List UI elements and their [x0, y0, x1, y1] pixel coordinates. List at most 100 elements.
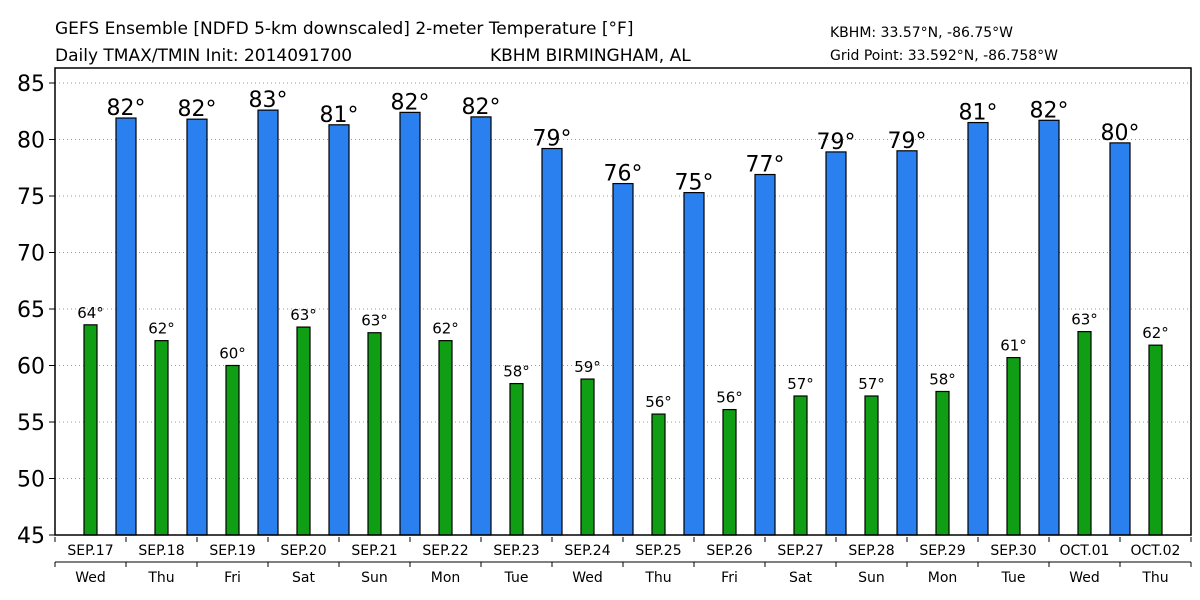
tmax-bar	[541, 147, 563, 536]
tmax-bar	[115, 117, 137, 536]
tmax-label: 81°	[959, 101, 998, 126]
tmax-label: 82°	[107, 96, 146, 121]
tmin-bar	[509, 382, 524, 536]
tmin-label: 57°	[787, 375, 814, 393]
x-date-label: SEP.23	[493, 543, 539, 559]
x-date-label: SEP.26	[706, 543, 752, 559]
x-weekday-label: Fri	[224, 570, 241, 586]
tmin-bar	[793, 395, 808, 536]
x-date-label: SEP.30	[990, 543, 1036, 559]
tmin-label: 63°	[290, 306, 317, 324]
tmin-label: 56°	[645, 393, 672, 411]
x-date-label: SEP.22	[422, 543, 468, 559]
x-weekday-label: Sat	[789, 570, 812, 586]
tmin-bar	[580, 378, 595, 536]
tmin-label: 61°	[1000, 337, 1027, 355]
x-date-label: SEP.29	[919, 543, 965, 559]
x-date-label: SEP.25	[635, 543, 681, 559]
x-weekday-label: Tue	[504, 570, 529, 586]
y-tick-label: 50	[17, 468, 45, 493]
tmax-label: 81°	[320, 103, 359, 128]
x-date-label: OCT.01	[1060, 543, 1110, 559]
tmin-bar	[296, 326, 311, 536]
tmin-bar	[651, 413, 666, 536]
y-tick-label: 70	[17, 242, 45, 267]
tmin-bar	[1006, 356, 1021, 536]
x-date-label: SEP.24	[564, 543, 610, 559]
tmax-bar	[967, 121, 989, 536]
tmax-bar	[896, 150, 918, 536]
x-weekday-label: Thu	[644, 570, 671, 586]
chart-title: GEFS Ensemble [NDFD 5-km downscaled] 2-m…	[55, 19, 633, 39]
tmin-label: 63°	[361, 312, 388, 330]
tmax-bar	[612, 182, 634, 536]
tmax-label: 79°	[533, 127, 572, 152]
x-weekday-label: Thu	[1141, 570, 1168, 586]
x-weekday-label: Wed	[572, 570, 603, 586]
tmin-label: 58°	[929, 370, 956, 388]
tmax-label: 82°	[1030, 98, 1069, 123]
tmax-bar	[399, 111, 421, 536]
tmin-label: 56°	[716, 389, 743, 407]
tmax-label: 82°	[462, 95, 501, 120]
plot-frame	[54, 67, 1192, 536]
tmax-bar	[825, 151, 847, 536]
x-weekday-label: Sun	[361, 570, 388, 586]
chart-subtitle: Daily TMAX/TMIN Init: 2014091700	[55, 46, 352, 66]
x-date-label: SEP.19	[209, 543, 255, 559]
x-date-label: SEP.18	[138, 543, 184, 559]
x-date-label: SEP.20	[280, 543, 326, 559]
y-tick-label: 80	[17, 129, 45, 154]
tmax-label: 77°	[746, 153, 785, 178]
tmax-label: 79°	[817, 130, 856, 155]
y-tick-label: 60	[17, 355, 45, 380]
tmin-label: 58°	[503, 363, 530, 381]
tmin-label: 62°	[432, 320, 459, 338]
tmin-label: 64°	[77, 304, 104, 322]
tmin-bar	[935, 390, 950, 536]
x-date-label: OCT.02	[1131, 543, 1181, 559]
y-tick-label: 45	[17, 524, 45, 549]
x-date-label: SEP.28	[848, 543, 894, 559]
station-coords: KBHM: 33.57°N, -86.75°W	[830, 25, 1013, 41]
x-date-label: SEP.27	[777, 543, 823, 559]
x-weekday-label: Tue	[1001, 570, 1026, 586]
tmax-label: 82°	[391, 90, 430, 115]
grid-point-coords: Grid Point: 33.592°N, -86.758°W	[830, 48, 1058, 64]
tmin-label: 62°	[148, 320, 175, 338]
tmin-label: 62°	[1142, 324, 1169, 342]
tmax-label: 76°	[604, 162, 643, 187]
tmax-bar	[257, 109, 279, 536]
tmin-label: 59°	[574, 358, 601, 376]
y-tick-label: 55	[17, 411, 45, 436]
tmin-bar	[83, 324, 98, 536]
y-tick-label: 65	[17, 298, 45, 323]
y-tick-label: 85	[17, 72, 45, 97]
station-name: KBHM BIRMINGHAM, AL	[490, 46, 691, 66]
x-weekday-label: Wed	[75, 570, 106, 586]
x-weekday-label: Thu	[147, 570, 174, 586]
tmax-bar	[470, 116, 492, 536]
tmax-bar	[1038, 119, 1060, 536]
tmax-label: 75°	[675, 171, 714, 196]
tmin-bar	[154, 340, 169, 536]
tmax-label: 83°	[249, 88, 288, 113]
tmin-bar	[367, 332, 382, 536]
x-date-label: SEP.21	[351, 543, 397, 559]
tmax-bar	[1109, 142, 1131, 536]
tmax-bar	[328, 124, 350, 536]
tmin-bar	[225, 364, 240, 536]
x-weekday-label: Sun	[858, 570, 885, 586]
tmin-label: 63°	[1071, 311, 1098, 329]
tmin-bar	[722, 408, 737, 536]
tmax-label: 82°	[178, 97, 217, 122]
tmax-label: 80°	[1101, 121, 1140, 146]
x-weekday-label: Wed	[1069, 570, 1100, 586]
tmin-bar	[864, 395, 879, 536]
y-tick-label: 75	[17, 185, 45, 210]
tmax-bar	[683, 192, 705, 536]
x-weekday-label: Mon	[431, 570, 461, 586]
x-date-label: SEP.17	[67, 543, 113, 559]
x-weekday-label: Mon	[928, 570, 958, 586]
